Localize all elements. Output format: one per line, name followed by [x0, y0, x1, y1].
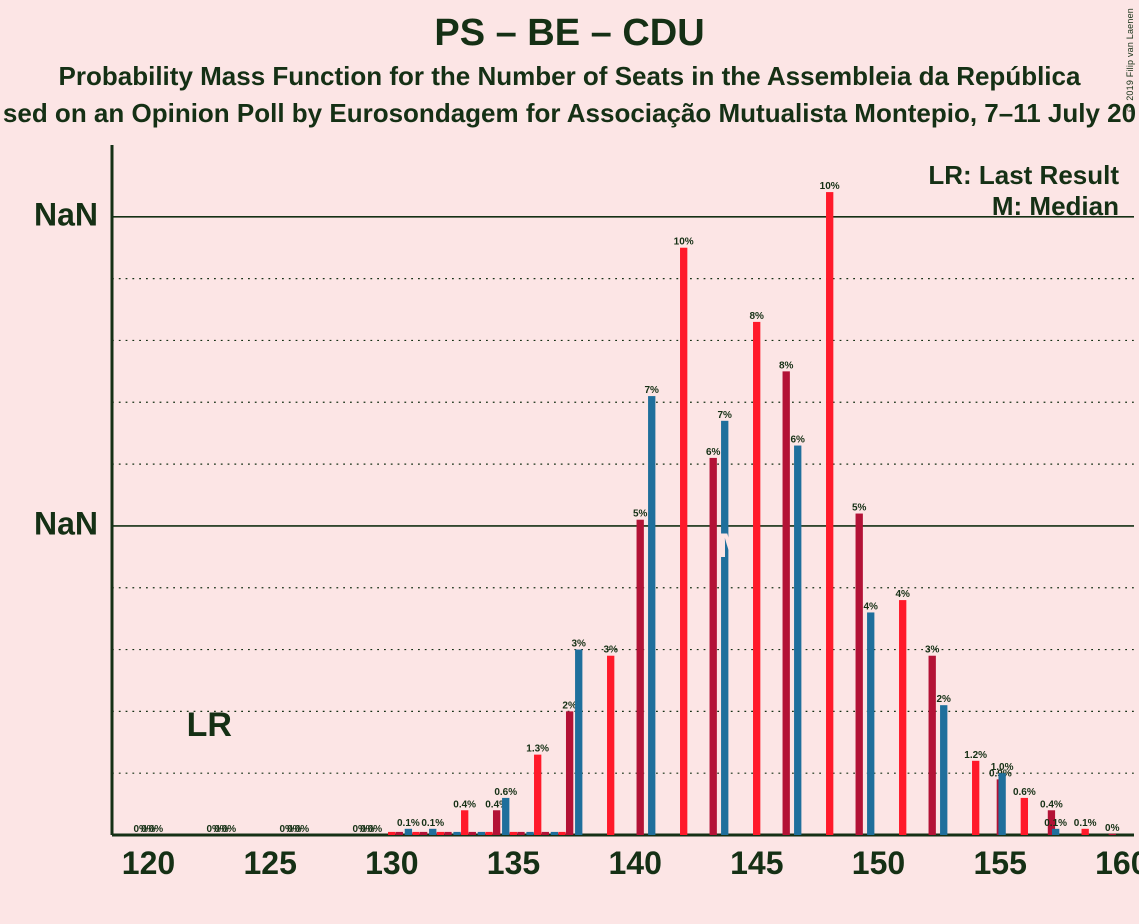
bar	[551, 832, 558, 835]
bar-value-label: 3%	[603, 645, 618, 656]
bar-value-label: 3%	[925, 645, 940, 656]
bar	[721, 421, 728, 835]
x-tick-label: 150	[852, 845, 905, 881]
bar	[510, 832, 517, 835]
bar	[542, 832, 549, 835]
bar	[517, 832, 524, 835]
bar-value-label: 5%	[852, 503, 867, 514]
bar	[710, 458, 717, 835]
bar-value-label: 0%	[368, 824, 383, 835]
bar-value-label: 6%	[706, 447, 721, 458]
bar	[396, 832, 403, 835]
bar	[429, 829, 436, 835]
bar	[502, 798, 509, 835]
bar	[940, 705, 947, 835]
bar-value-label: 10%	[674, 237, 694, 248]
bar-value-label: 8%	[749, 311, 764, 322]
bar-value-label: 1.2%	[964, 750, 987, 761]
bar	[388, 832, 395, 835]
bar	[637, 520, 644, 835]
bar	[485, 832, 492, 835]
bar-value-label: 0%	[295, 824, 310, 835]
bar	[1052, 829, 1059, 835]
bar	[753, 322, 760, 835]
bar-value-label: 0.4%	[1040, 799, 1063, 810]
bar	[405, 829, 412, 835]
bar-value-label: 7%	[644, 385, 659, 396]
bar-value-label: 0%	[1105, 823, 1120, 834]
bar-value-label: 0.1%	[1074, 818, 1097, 829]
bar-value-label: 0%	[222, 824, 237, 835]
bar-value-label: 8%	[779, 360, 794, 371]
bar	[412, 832, 419, 835]
bar-value-label: 1.3%	[526, 744, 549, 755]
bar-value-label: 1.0%	[991, 762, 1014, 773]
bar	[867, 612, 874, 835]
bar-value-label: 3%	[571, 639, 586, 650]
bar-value-label: 0%	[149, 824, 164, 835]
bar-value-label: 2%	[562, 700, 577, 711]
bar-value-label: 7%	[717, 410, 732, 421]
bar-value-label: 5%	[633, 509, 648, 520]
marker-lr: LR	[187, 706, 232, 744]
bar	[420, 832, 427, 835]
bar-value-label: 6%	[790, 435, 805, 446]
bar	[783, 371, 790, 835]
bar	[453, 832, 460, 835]
bar	[575, 650, 582, 835]
bar	[444, 832, 451, 835]
bar	[794, 446, 801, 835]
bar-value-label: 2%	[936, 694, 951, 705]
bar	[469, 832, 476, 835]
y-tick-label: NaN	[34, 196, 98, 232]
bar	[826, 192, 833, 835]
bar-value-label: 0.6%	[1013, 787, 1036, 798]
bar	[534, 755, 541, 835]
bar	[998, 773, 1005, 835]
bar	[493, 810, 500, 835]
x-tick-label: 155	[973, 845, 1026, 881]
x-tick-label: 120	[122, 845, 175, 881]
x-tick-label: 160	[1095, 845, 1139, 881]
bar-value-label: 0.4%	[453, 799, 476, 810]
bar	[478, 832, 485, 835]
bar	[607, 656, 614, 835]
bar	[1082, 829, 1089, 835]
bar-value-label: 4%	[863, 601, 878, 612]
bar	[972, 761, 979, 835]
x-tick-label: 135	[487, 845, 540, 881]
bar-value-label: 0.6%	[494, 787, 517, 798]
bar	[1109, 834, 1116, 835]
marker-m: M	[718, 527, 746, 565]
bar	[680, 248, 687, 835]
bar	[526, 832, 533, 835]
chart-svg: NaN NaN 120 125 130 135 140 145 150 155 160 0% 0% 0% 0…	[0, 0, 1139, 924]
bar-value-label: 4%	[895, 589, 910, 600]
bar	[856, 514, 863, 835]
bar	[899, 600, 906, 835]
x-tick-label: 140	[608, 845, 661, 881]
bar-value-label: 10%	[820, 181, 840, 192]
bar	[1021, 798, 1028, 835]
x-tick-label: 145	[730, 845, 783, 881]
bar	[558, 832, 565, 835]
bar	[566, 711, 573, 835]
bar-value-label: 0.1%	[397, 818, 420, 829]
bar	[461, 810, 468, 835]
bar-value-label: 0.1%	[1044, 818, 1067, 829]
bar	[648, 396, 655, 835]
bar-value-label: 0.1%	[421, 818, 444, 829]
x-tick-label: 125	[243, 845, 296, 881]
x-tick-label: 130	[365, 845, 418, 881]
y-tick-label: NaN	[34, 505, 98, 541]
pmf-chart: NaN NaN 120 125 130 135 140 145 150 155 160 0% 0% 0% 0…	[0, 0, 1139, 924]
bar	[929, 656, 936, 835]
bar	[437, 832, 444, 835]
